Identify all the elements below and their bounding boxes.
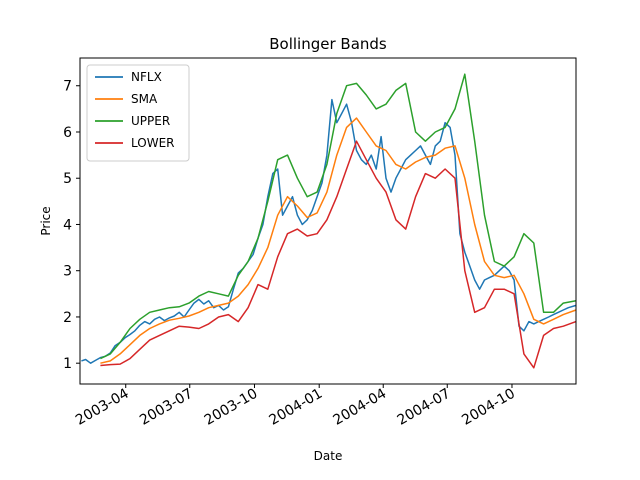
y-tick-label: 1	[63, 356, 72, 372]
plot-frame	[79, 57, 577, 385]
legend-label-lower: LOWER	[131, 136, 175, 150]
legend-label-sma: SMA	[131, 92, 158, 106]
legend-label-upper: UPPER	[131, 114, 170, 128]
legend-box	[86, 64, 190, 162]
plot-lines	[81, 73, 577, 369]
y-tick-label: 4	[63, 217, 72, 233]
y-axis: 1 2 3 4 5 6 7	[63, 79, 80, 372]
chart-title: Bollinger Bands	[269, 35, 387, 53]
legend-label-nflx: NFLX	[131, 70, 162, 84]
y-tick-label: 7	[63, 79, 72, 95]
series-line-sma	[100, 117, 577, 364]
x-axis-title: Date	[314, 449, 343, 463]
series-line-upper	[100, 73, 577, 360]
y-axis-title: Price	[39, 206, 53, 235]
series-line-nflx	[81, 98, 577, 364]
y-tick-label: 6	[63, 125, 72, 141]
series-line-lower	[100, 140, 577, 369]
y-tick-label: 3	[63, 264, 72, 280]
y-tick-label: 5	[63, 171, 72, 187]
y-tick-label: 2	[63, 310, 72, 326]
legend: NFLX SMA UPPER LOWER	[86, 64, 190, 162]
